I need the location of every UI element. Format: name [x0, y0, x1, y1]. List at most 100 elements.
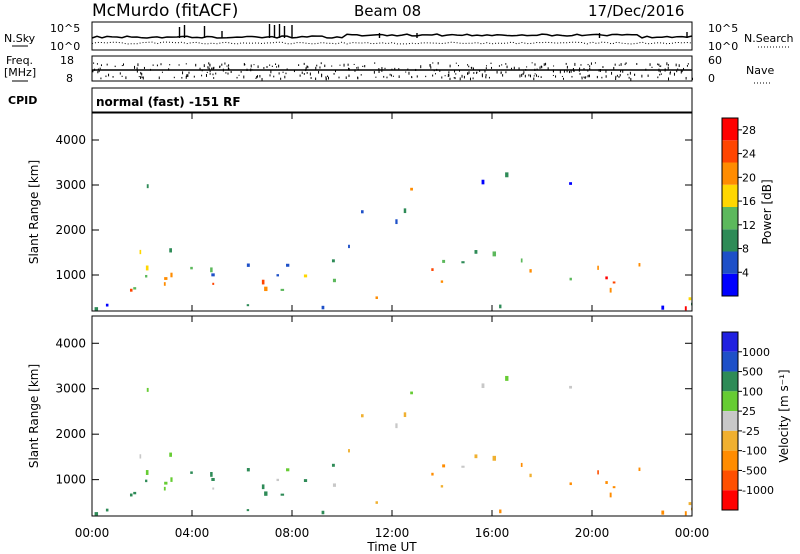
velocity-cell: [612, 486, 616, 489]
nsky-spikes: [178, 24, 688, 38]
nave-mark: [301, 71, 303, 74]
power-cell: [403, 208, 407, 214]
freq-tick-low: 8: [66, 72, 73, 85]
nave-mark: [468, 71, 470, 74]
nave-mark: [555, 75, 557, 78]
x-tick-label: 20:00: [575, 526, 610, 540]
power-cell: [442, 259, 446, 263]
velocity-cell: [361, 414, 364, 418]
nave-mark: [485, 74, 487, 77]
nave-mark: [141, 72, 143, 76]
nave-mark: [357, 77, 359, 80]
nave-mark: [318, 70, 320, 74]
power-cell: [210, 267, 213, 273]
nave-mark: [227, 67, 229, 71]
velocity-colorbar-swatch: [722, 332, 738, 352]
power-ylabel: Slant Range [km]: [27, 160, 41, 264]
nave-mark: [331, 65, 333, 67]
power-colorbar-label: 24: [742, 148, 756, 161]
power-colorbar-label: 4: [742, 266, 749, 279]
nave-mark: [276, 66, 278, 68]
nave-mark: [614, 63, 616, 66]
velocity-cell: [688, 502, 692, 506]
nave-mark: [106, 63, 108, 66]
nave-mark: [660, 73, 662, 75]
power-cell: [321, 305, 325, 310]
nave-mark: [256, 75, 258, 79]
velocity-cell: [276, 478, 280, 482]
nave-mark: [420, 65, 422, 69]
velocity-colorbar-swatch: [722, 470, 738, 491]
power-cell: [410, 187, 413, 191]
velocity-cell: [170, 477, 173, 482]
nave-mark: [498, 65, 500, 67]
nave-mark: [215, 72, 217, 75]
nave-mark: [266, 65, 268, 68]
nave-mark: [390, 74, 392, 77]
power-cell: [481, 179, 485, 185]
nave-mark: [293, 70, 295, 73]
nave-mark: [543, 63, 545, 66]
nave-mark: [589, 65, 591, 67]
velocity-cell: [169, 452, 172, 457]
nave-mark: [298, 64, 300, 66]
nave-mark: [615, 77, 617, 81]
nave-mark: [601, 76, 603, 79]
nave-mark: [203, 64, 205, 68]
nave-mark: [353, 63, 355, 66]
nave-mark: [529, 74, 531, 78]
nave-mark: [286, 68, 288, 70]
power-cell: [492, 251, 497, 257]
nave-mark: [534, 68, 536, 71]
nave-mark: [649, 63, 651, 66]
power-colorbar-swatch: [722, 118, 738, 141]
velocity-cell: [94, 512, 99, 516]
nave-mark: [209, 73, 211, 75]
nave-mark: [472, 77, 474, 80]
nave-mark: [453, 77, 455, 79]
power-cell: [612, 281, 616, 284]
nave-mark: [378, 70, 380, 73]
nave-mark: [511, 67, 513, 70]
velocity-cell: [569, 385, 573, 389]
nave-mark: [94, 68, 96, 71]
nave-mark: [598, 69, 600, 72]
velocity-ylabel: Slant Range [km]: [27, 364, 41, 468]
nave-mark: [140, 76, 142, 78]
nave-mark: [209, 70, 211, 73]
velocity-y-ticks: 1000 2000 3000 4000: [55, 336, 692, 487]
nave-mark: [540, 76, 542, 79]
station-title: McMurdo (fitACF): [92, 1, 238, 21]
velocity-cell: [286, 468, 290, 472]
nave-mark: [96, 63, 98, 65]
nave-mark: [579, 72, 581, 75]
noise-tick-high-left: 10^5: [50, 22, 80, 35]
beam-label: Beam 08: [354, 2, 421, 20]
nave-mark: [521, 73, 523, 77]
nave-mark: [206, 71, 208, 74]
velocity-colorbar-swatch: [722, 371, 738, 392]
power-colorbar-label: 28: [742, 124, 756, 137]
nave-mark: [439, 70, 441, 72]
nave-mark: [306, 72, 308, 74]
power-cell: [331, 259, 335, 263]
nave-mark: [669, 71, 671, 74]
x-tick-label: 04:00: [175, 526, 210, 540]
nave-mark: [613, 66, 615, 70]
velocity-cell: [440, 485, 444, 488]
nave-mark: [240, 70, 242, 73]
nave-tick-high: 60: [708, 54, 722, 67]
nave-mark: [461, 74, 463, 78]
nave-mark: [658, 68, 660, 72]
nave-mark: [581, 76, 583, 78]
noise-panel-frame: [91, 21, 693, 51]
nave-mark: [407, 68, 409, 70]
power-colorbar-label: 8: [742, 243, 749, 256]
noise-tick-high-right: 10^5: [708, 22, 738, 35]
nave-mark: [108, 73, 110, 77]
nave-mark: [677, 68, 679, 71]
power-cell: [211, 273, 215, 277]
nave-mark: [472, 67, 474, 71]
nave-mark: [522, 69, 524, 71]
nave-mark: [625, 62, 627, 65]
